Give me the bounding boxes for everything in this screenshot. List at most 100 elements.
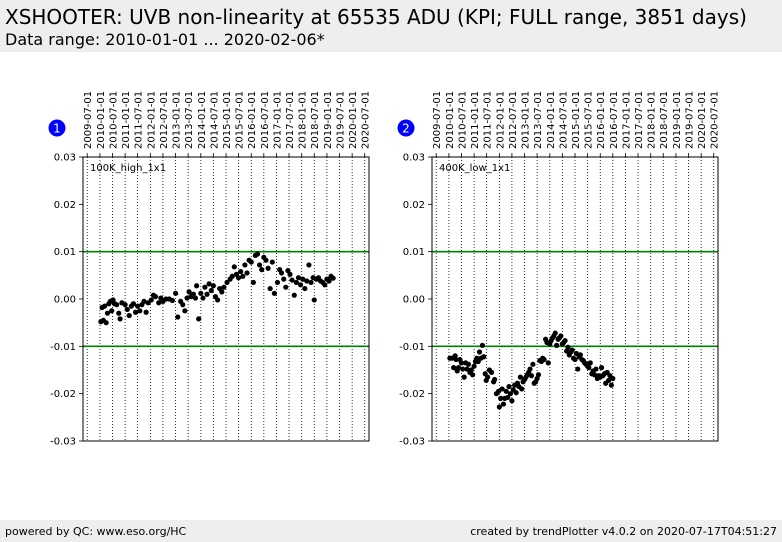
x-tick-label: 2017-01-01 — [622, 91, 633, 149]
data-point — [202, 284, 208, 290]
data-point — [488, 369, 495, 375]
data-point — [116, 310, 122, 316]
data-point — [302, 285, 308, 292]
data-point — [196, 316, 202, 322]
y-tick-label: 0.00 — [403, 295, 425, 306]
x-tick-label: 2015-07-01 — [235, 91, 246, 149]
x-tick-label: 2014-01-01 — [197, 91, 208, 149]
data-point — [235, 275, 242, 281]
data-point — [528, 373, 535, 379]
data-point — [500, 401, 507, 407]
plot-frame — [431, 156, 719, 442]
data-point — [271, 290, 277, 296]
x-tick-label: 2020-01-01 — [697, 91, 708, 149]
data-point — [519, 386, 525, 392]
data-point — [274, 279, 281, 286]
data-point — [254, 251, 261, 257]
x-tick-label: 2013-01-01 — [172, 91, 183, 149]
data-point — [259, 267, 265, 273]
plot-frame — [82, 156, 370, 442]
data-point — [565, 344, 571, 350]
data-point — [541, 356, 547, 363]
data-point — [135, 303, 141, 309]
data-point — [451, 365, 457, 371]
x-tick-label: 2019-01-01 — [672, 91, 683, 149]
data-point — [244, 270, 250, 276]
panel-number-text: 2 — [402, 122, 410, 136]
data-point — [517, 374, 524, 380]
data-point — [109, 308, 115, 314]
x-tick-label: 2016-07-01 — [260, 91, 271, 149]
footer-band — [0, 520, 782, 542]
x-tick-label: 2018-01-01 — [647, 91, 658, 149]
panel-number-text: 1 — [53, 122, 61, 136]
data-point — [484, 374, 491, 380]
x-tick-label: 2013-01-01 — [521, 91, 532, 149]
data-point — [471, 363, 477, 369]
x-tick-label: 2013-07-01 — [533, 91, 544, 149]
data-point — [169, 297, 175, 304]
footer-credit: powered by QC: www.eso.org/HC — [5, 525, 187, 538]
data-point — [311, 297, 317, 303]
chart-panel-1: 2009-07-01 2010-01-01 2010-07-01 2011-01-01… — [48, 91, 372, 448]
x-tick-label: 2011-07-01 — [483, 91, 494, 149]
data-point — [283, 284, 289, 290]
data-point — [306, 262, 312, 268]
x-tick-label: 2019-07-01 — [684, 91, 695, 149]
x-tick-label: 2016-01-01 — [596, 91, 607, 149]
data-point — [481, 354, 487, 360]
data-point — [610, 375, 616, 382]
y-tick-label: 0.02 — [403, 200, 425, 211]
x-tick-label: 2012-07-01 — [508, 91, 519, 149]
data-point — [186, 289, 192, 295]
data-point — [173, 290, 179, 296]
data-point — [535, 372, 542, 378]
data-point — [175, 314, 181, 320]
data-point — [130, 301, 137, 307]
x-tick-label: 2014-07-01 — [209, 91, 220, 149]
data-point — [598, 365, 605, 371]
x-tick-label: 2019-07-01 — [335, 91, 346, 149]
data-point — [104, 310, 111, 316]
data-point — [184, 295, 190, 301]
x-tick-label: 2017-01-01 — [273, 91, 284, 149]
y-tick-label: 0.01 — [54, 247, 76, 258]
x-tick-label: 2020-01-01 — [348, 91, 359, 149]
x-tick-label: 2012-01-01 — [146, 91, 157, 149]
data-point — [326, 278, 332, 284]
data-point — [453, 356, 459, 363]
y-tick-label: -0.02 — [50, 389, 76, 400]
x-tick-label: 2015-01-01 — [571, 91, 582, 149]
x-tick-label: 2010-01-01 — [445, 91, 456, 149]
y-tick-label: 0.02 — [54, 200, 76, 211]
data-point — [192, 295, 199, 301]
page-title: XSHOOTER: UVB non-linearity at 65535 ADU… — [5, 5, 747, 29]
data-point — [210, 283, 216, 289]
y-tick-label: -0.03 — [50, 437, 76, 448]
data-point — [297, 282, 304, 288]
data-point — [572, 356, 578, 363]
data-point — [229, 273, 235, 279]
data-point — [291, 292, 297, 298]
data-point — [281, 276, 287, 282]
data-point — [250, 279, 256, 286]
y-tick-label: 0.03 — [403, 153, 425, 164]
data-point — [200, 295, 206, 301]
x-tick-label: 2016-01-01 — [247, 91, 258, 149]
data-point — [117, 316, 123, 322]
data-point — [608, 382, 614, 388]
data-point — [330, 275, 336, 281]
y-tick-label: 0.03 — [54, 153, 76, 164]
data-point — [289, 277, 295, 283]
data-point — [221, 284, 227, 290]
x-tick-label: 2010-07-01 — [108, 91, 119, 149]
data-point — [460, 366, 466, 372]
data-point — [132, 309, 139, 315]
data-point — [496, 404, 502, 410]
data-point — [591, 372, 598, 378]
data-point — [257, 262, 263, 268]
data-point — [152, 294, 159, 300]
data-point — [575, 366, 581, 372]
data-point — [304, 278, 310, 284]
data-point — [238, 268, 244, 275]
